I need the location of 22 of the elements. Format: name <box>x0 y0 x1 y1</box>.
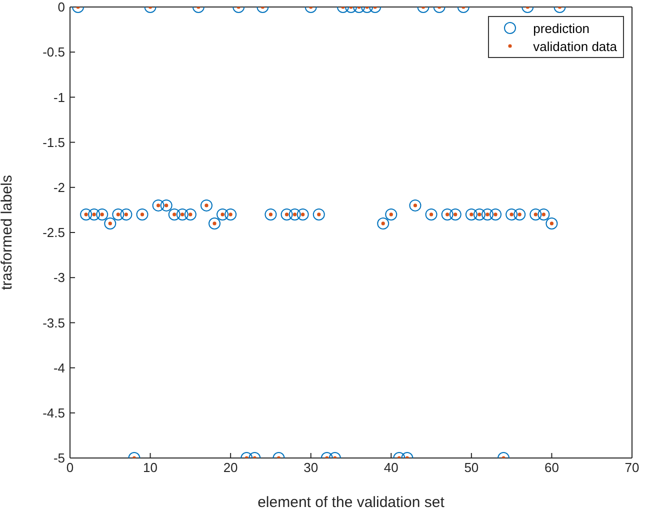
x-tick-label: 60 <box>544 460 559 476</box>
x-tick-label: 50 <box>464 460 479 476</box>
y-tick-label: -3 <box>53 270 65 286</box>
y-tick-label: -1.5 <box>42 134 65 150</box>
y-tick-label: -5 <box>53 450 65 466</box>
x-tick-label: 10 <box>143 460 158 476</box>
x-tick-label: 20 <box>223 460 238 476</box>
legend-label: prediction <box>533 20 590 36</box>
y-tick-label: -0.5 <box>42 44 65 60</box>
y-axis-title: trasformed labels <box>0 174 16 290</box>
y-tick-label: 0 <box>58 0 65 15</box>
x-tick-label: 30 <box>304 460 318 476</box>
legend-label: validation data <box>533 38 617 54</box>
y-tick-label: -4 <box>53 360 65 376</box>
y-tick-label: -2 <box>53 180 65 196</box>
y-tick-label: -2.5 <box>42 225 65 240</box>
y-tick-label: -3.5 <box>42 315 65 330</box>
x-tick-label: 70 <box>624 460 640 476</box>
x-axis-title: element of the validation set <box>258 494 446 511</box>
y-tick-label: -4.5 <box>42 406 65 421</box>
y-tick-label: -1 <box>53 90 65 105</box>
x-tick-label: 40 <box>384 460 398 476</box>
